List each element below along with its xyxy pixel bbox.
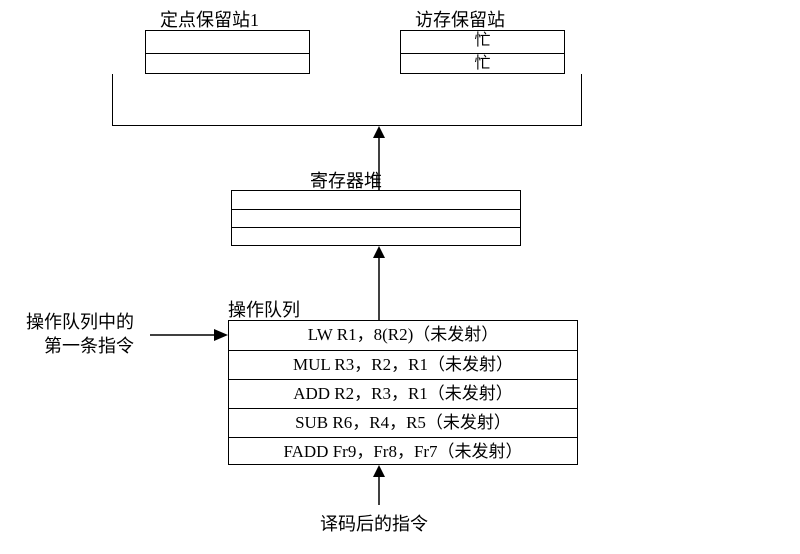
queue-row: MUL R3，R2，R1（未发射） (229, 350, 577, 379)
arrow-decoded-to-queue (369, 465, 389, 505)
arrow-queue-to-regstack (369, 246, 389, 320)
first-instruction-label-2: 第一条指令 (44, 332, 134, 358)
arrow-first-instruction (150, 325, 228, 345)
register-stack-box (231, 190, 521, 246)
queue-row: LW R1，8(R2)（未发射） (229, 321, 577, 350)
mem-station-title: 访存保留站 (415, 6, 505, 32)
mem-station-box: 忙 忙 (400, 30, 565, 74)
mem-row: 忙 (401, 53, 564, 75)
op-queue-box: LW R1，8(R2)（未发射） MUL R3，R2，R1（未发射） ADD R… (228, 320, 578, 465)
connection-bracket (112, 74, 582, 126)
queue-row: FADD Fr9，Fr8，Fr7（未发射） (229, 437, 577, 466)
fixedpoint-station-title: 定点保留站1 (160, 6, 259, 32)
op-queue-title: 操作队列 (228, 296, 300, 322)
decoded-instruction-label: 译码后的指令 (320, 510, 428, 536)
queue-row: ADD R2，R3，R1（未发射） (229, 379, 577, 408)
mem-row: 忙 (401, 31, 564, 53)
queue-row: SUB R6，R4，R5（未发射） (229, 408, 577, 437)
fixedpoint-station-box (145, 30, 310, 74)
first-instruction-label-1: 操作队列中的 (26, 308, 134, 334)
